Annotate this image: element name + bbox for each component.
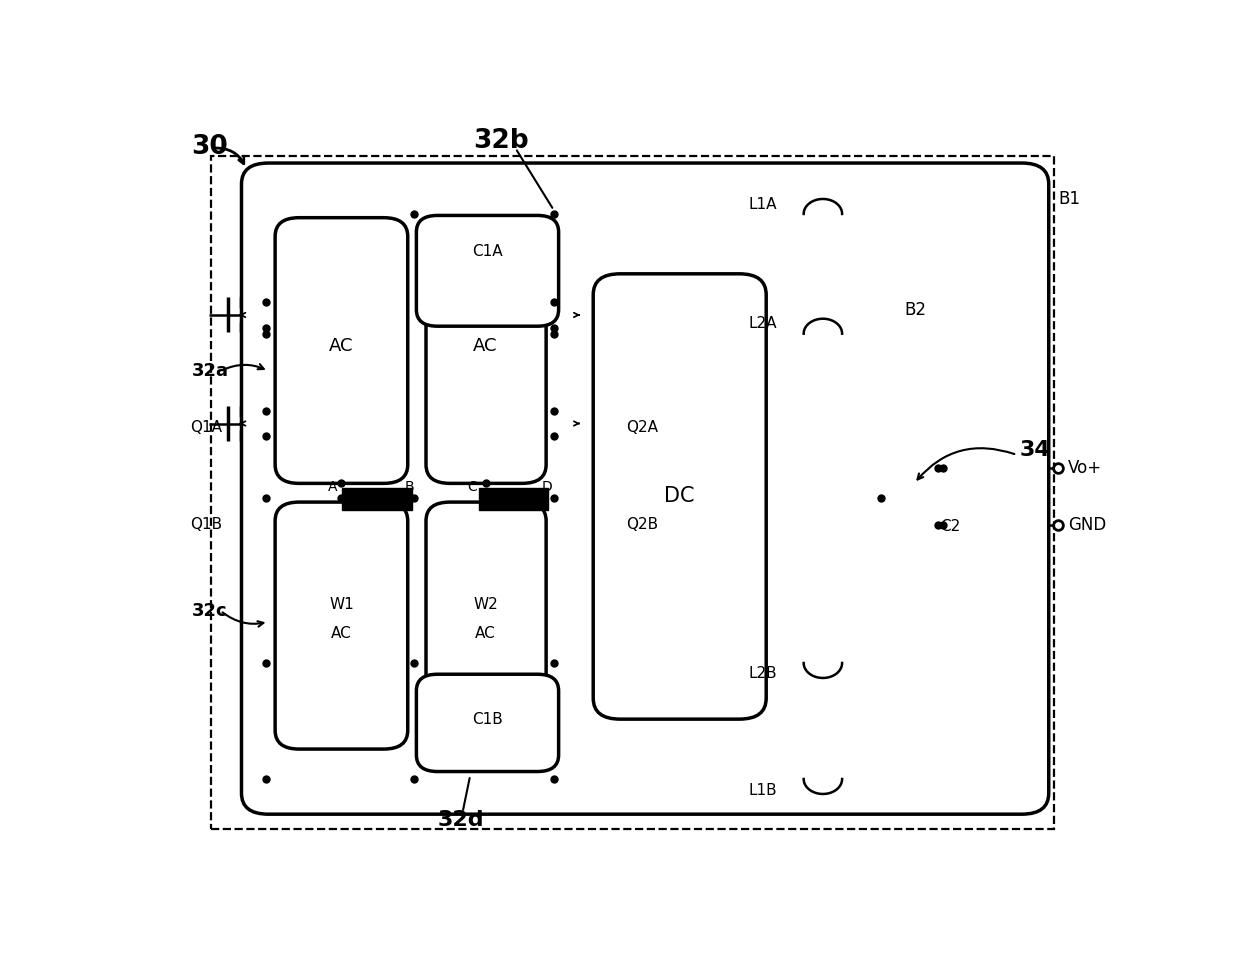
Text: B1: B1	[1058, 190, 1080, 208]
Text: AC: AC	[474, 337, 497, 356]
Text: GND: GND	[1068, 515, 1106, 534]
Text: W1: W1	[329, 597, 353, 612]
Text: B: B	[404, 480, 414, 494]
Bar	[342, 488, 412, 510]
FancyBboxPatch shape	[275, 218, 408, 483]
Bar	[479, 488, 548, 510]
Text: 32b: 32b	[474, 127, 528, 154]
FancyBboxPatch shape	[275, 503, 408, 749]
Text: L2B: L2B	[749, 666, 777, 681]
FancyBboxPatch shape	[427, 218, 546, 483]
Text: A: A	[329, 480, 337, 494]
Text: Q2A: Q2A	[626, 420, 658, 434]
Text: L1A: L1A	[749, 197, 777, 213]
Text: C1B: C1B	[472, 712, 503, 727]
Text: B2: B2	[905, 300, 926, 319]
FancyBboxPatch shape	[417, 675, 559, 772]
Text: C1A: C1A	[472, 244, 502, 259]
Text: Q1A: Q1A	[191, 420, 222, 434]
Text: 32a: 32a	[191, 363, 228, 380]
Text: DC: DC	[665, 486, 694, 506]
Text: Vo+: Vo+	[1068, 460, 1102, 477]
Text: AC: AC	[331, 626, 352, 641]
FancyBboxPatch shape	[417, 216, 559, 327]
Text: Q2B: Q2B	[626, 517, 658, 532]
Text: L1B: L1B	[749, 782, 777, 798]
Text: AC: AC	[475, 626, 496, 641]
Text: C2: C2	[941, 519, 961, 535]
Text: 30: 30	[191, 133, 228, 159]
FancyBboxPatch shape	[427, 503, 546, 749]
Text: 32d: 32d	[438, 811, 484, 830]
Text: C: C	[467, 480, 477, 494]
Text: AC: AC	[329, 337, 353, 356]
Text: D: D	[542, 480, 553, 494]
Text: 32c: 32c	[191, 602, 227, 619]
Text: W2: W2	[474, 597, 498, 612]
FancyBboxPatch shape	[593, 274, 766, 719]
Text: 34: 34	[1019, 439, 1050, 460]
Text: Q1B: Q1B	[191, 517, 223, 532]
Text: L2A: L2A	[749, 317, 777, 331]
FancyBboxPatch shape	[242, 163, 1049, 815]
